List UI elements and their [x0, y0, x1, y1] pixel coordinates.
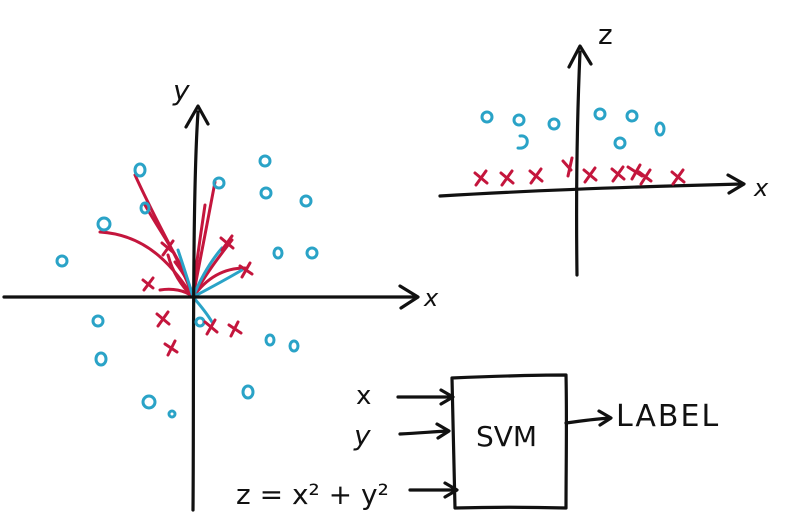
- circle-point: [94, 351, 108, 367]
- red-radial-strokes: [98, 173, 247, 299]
- right-axes: [438, 44, 746, 277]
- left-y-arrowhead: [184, 104, 210, 129]
- cross-point: [626, 163, 644, 181]
- cross-point: [163, 339, 179, 357]
- circle-point: [272, 246, 284, 260]
- input-arrow-y: [398, 429, 450, 436]
- circle-point: [512, 113, 526, 127]
- circle-point: [480, 110, 494, 124]
- circle-point: [96, 216, 112, 232]
- right-x-axis: [438, 182, 744, 198]
- circle-point: [167, 409, 177, 419]
- circle-point: [241, 384, 255, 400]
- cross-point: [582, 166, 598, 184]
- circle-point: [139, 201, 151, 215]
- cross-point: [155, 310, 171, 328]
- right-cross-points: [473, 156, 686, 187]
- left-axes: [2, 104, 420, 512]
- circle-point: [264, 333, 276, 347]
- circle-point: [258, 154, 272, 168]
- cross-point: [473, 169, 489, 187]
- circle-point: [516, 134, 529, 150]
- circle-point: [55, 254, 69, 268]
- svm-box-label: SVM: [476, 420, 537, 453]
- cross-point: [528, 167, 544, 185]
- cross-point: [670, 168, 686, 186]
- cross-point: [637, 168, 653, 186]
- right-z-arrowhead: [567, 44, 593, 69]
- circle-point: [133, 162, 147, 178]
- circle-point: [212, 176, 226, 190]
- cross-point: [203, 318, 219, 336]
- left-cross-points: [141, 234, 254, 357]
- svm-input-y: y: [353, 419, 371, 452]
- right-x-arrowhead: [726, 173, 746, 195]
- left-x-axis-label: x: [423, 284, 439, 312]
- svm-input-z: z = x² + y²: [236, 478, 389, 511]
- svm-box: [450, 373, 569, 510]
- svm-output-label: LABEL: [616, 399, 720, 434]
- circle-point: [625, 109, 639, 123]
- right-x-axis-label: x: [753, 174, 769, 202]
- cross-point: [160, 239, 176, 257]
- left-y-axis: [191, 110, 200, 512]
- left-x-arrowhead: [398, 284, 420, 310]
- circle-point: [194, 316, 206, 328]
- right-z-axis-label: z: [598, 18, 613, 51]
- cross-point: [561, 156, 574, 178]
- circle-point: [305, 246, 319, 260]
- circle-point: [547, 117, 561, 131]
- circle-point: [593, 107, 607, 121]
- right-circle-points: [480, 107, 666, 150]
- svm-diagram: [396, 373, 613, 510]
- circle-point: [613, 136, 627, 150]
- left-circle-points: [55, 154, 319, 419]
- cross-point: [238, 261, 254, 279]
- circle-point: [654, 121, 666, 137]
- circle-point: [141, 394, 157, 410]
- right-z-axis: [575, 50, 582, 277]
- right-plot: [438, 44, 746, 277]
- svm-input-x: x: [356, 381, 371, 411]
- cross-point: [219, 234, 235, 252]
- circle-point: [299, 194, 313, 208]
- left-y-axis-label: y: [172, 74, 190, 107]
- cross-point: [610, 165, 626, 183]
- circle-point: [288, 339, 300, 353]
- left-plot: [2, 104, 420, 512]
- output-arrow: [564, 416, 612, 425]
- left-x-axis: [2, 295, 417, 299]
- cross-point: [141, 276, 155, 292]
- circle-point: [259, 186, 273, 200]
- labels: x y x z x y z = x² + y² SVM LABEL: [172, 18, 769, 511]
- cross-point: [499, 169, 515, 187]
- circle-point: [91, 314, 105, 328]
- cross-point: [227, 320, 243, 338]
